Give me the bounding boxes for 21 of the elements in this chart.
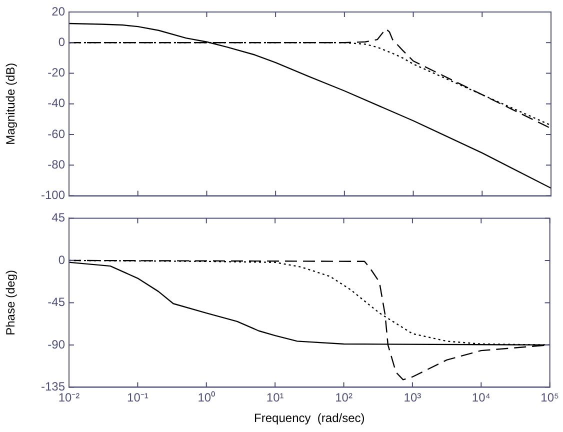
- y-tick-label: 20: [52, 4, 66, 18]
- y-tick-label: -80: [48, 157, 66, 172]
- y-axis-title: Phase (deg): [4, 270, 18, 336]
- y-tick-label: 45: [52, 210, 66, 225]
- y-tick-label: 0: [58, 252, 66, 267]
- y-tick-label: -100: [40, 188, 66, 202]
- x-tick-label: 10¹: [266, 390, 284, 405]
- y-axis-title: Magnitude (dB): [4, 62, 18, 145]
- y-tick-label: -90: [48, 337, 66, 352]
- x-tick-label: 10⁰: [198, 390, 216, 405]
- y-tick-label: -60: [48, 126, 66, 141]
- x-axis-title: Frequency (rad/sec): [254, 411, 365, 426]
- x-tick-label: 10²: [335, 390, 352, 405]
- x-tick-label: 10⁴: [472, 390, 490, 405]
- y-tick-label: -20: [48, 66, 66, 80]
- x-tick-label: 10⁻¹: [127, 390, 148, 405]
- x-tick-label: 10³: [404, 390, 422, 405]
- x-tick-label: 10⁵: [540, 390, 560, 405]
- y-tick-label: -40: [48, 96, 66, 110]
- y-tick-label: 0: [58, 34, 66, 49]
- y-tick-label: -45: [48, 295, 66, 310]
